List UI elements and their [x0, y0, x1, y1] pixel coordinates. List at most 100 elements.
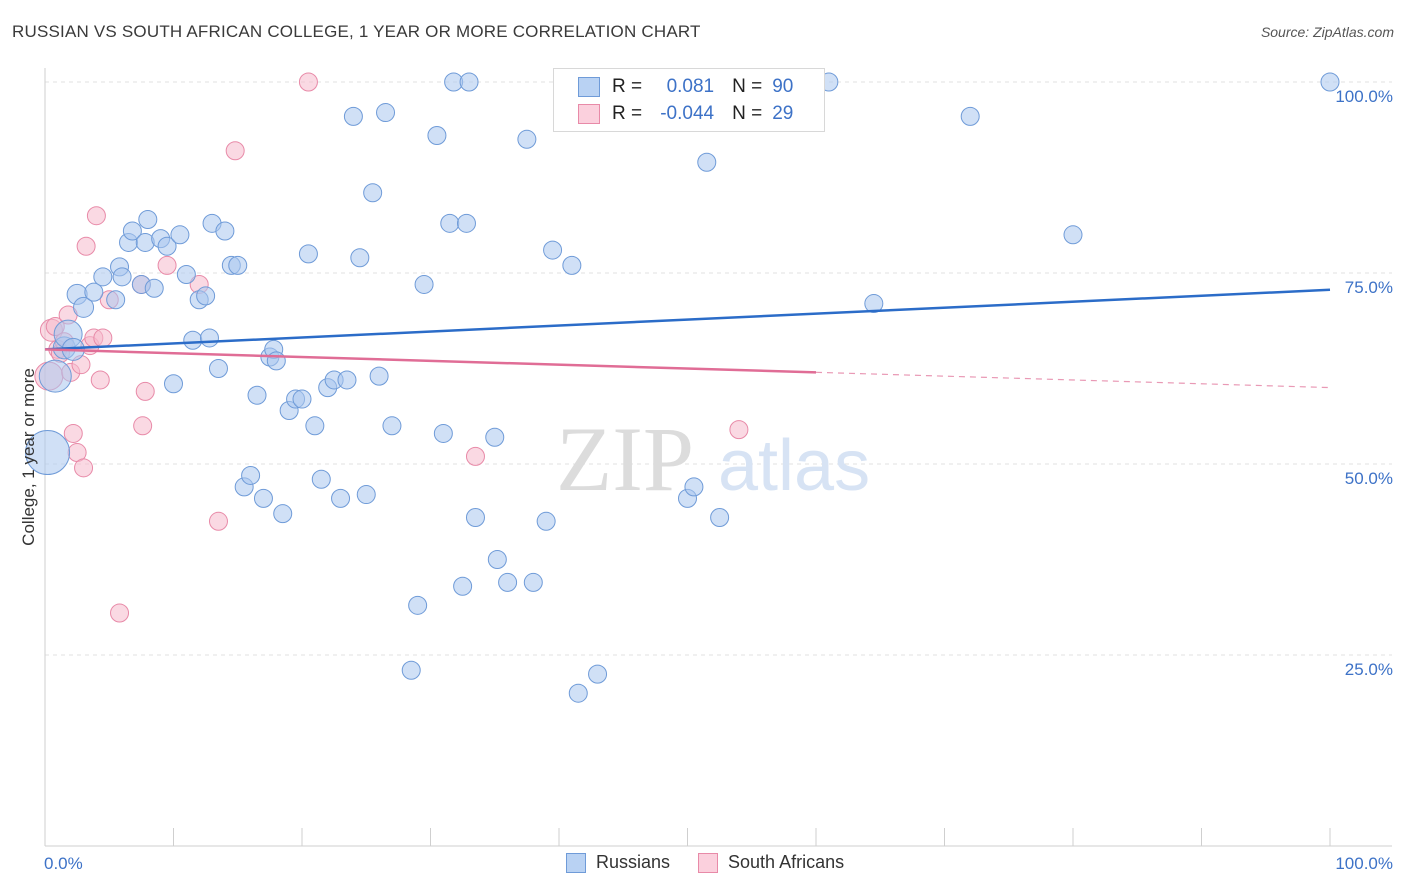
russians-point	[298, 244, 318, 264]
south-africans-point	[86, 206, 106, 226]
russians-point	[1320, 72, 1340, 92]
south-africans-trend-extension	[815, 371, 1331, 389]
russians-point	[215, 221, 235, 241]
russians-point	[453, 576, 473, 596]
russians-point	[93, 267, 113, 287]
watermark-atlas: atlas	[718, 426, 870, 506]
russians-points	[25, 72, 1340, 703]
y-tick-label: 100.0%	[1335, 87, 1393, 106]
gridlines	[45, 81, 1392, 656]
legend-r-value: 0.081	[666, 76, 715, 97]
russians-point	[459, 72, 479, 92]
legend-row-russians: R = 0.081 N = 90	[578, 75, 793, 99]
russians-point	[465, 507, 485, 527]
x-tick-label: 0.0%	[44, 854, 83, 873]
russians-point	[960, 106, 980, 126]
russians-point	[568, 683, 588, 703]
chart-title: RUSSIAN VS SOUTH AFRICAN COLLEGE, 1 YEAR…	[12, 22, 701, 41]
south-africans-point	[90, 370, 110, 390]
legend-item-russians[interactable]: Russians	[566, 852, 670, 873]
tick-labels: 25.0% 50.0% 75.0% 100.0% 0.0% 100.0%	[44, 87, 1393, 873]
russians-point	[84, 282, 104, 302]
russians-point	[196, 286, 216, 306]
russians-point	[427, 125, 447, 145]
russians-point	[350, 248, 370, 268]
south-africans-point	[225, 141, 245, 161]
russians-point	[241, 465, 261, 485]
correlation-legend: R = 0.081 N = 90 R = -0.044 N = 29	[553, 68, 825, 132]
south-africans-swatch	[578, 104, 600, 124]
russians-legend-label: Russians	[596, 852, 671, 872]
series-legend: Russians South Africans	[566, 852, 872, 873]
russians-point	[73, 296, 95, 318]
legend-n-label: N =	[732, 76, 763, 97]
russians-point	[697, 152, 717, 172]
russians-point	[247, 385, 267, 405]
russians-point	[382, 416, 402, 436]
trend-lines	[44, 288, 1331, 389]
russians-point	[25, 430, 71, 476]
russians-point	[273, 504, 293, 524]
y-tick-label: 25.0%	[1345, 660, 1393, 679]
russians-point	[164, 374, 183, 394]
russians-point	[684, 477, 704, 497]
south-africans-point	[729, 420, 749, 440]
russians-point	[485, 427, 505, 447]
russians-point	[311, 469, 331, 489]
y-tick-label: 75.0%	[1345, 278, 1393, 297]
south-africans-point	[157, 255, 177, 275]
russians-point	[414, 274, 434, 294]
legend-n-value: 29	[772, 103, 794, 124]
russians-point	[433, 423, 453, 443]
y-tick-label: 50.0%	[1345, 469, 1393, 488]
russians-point	[199, 328, 219, 348]
russians-swatch	[578, 77, 600, 97]
legend-row-south-africans: R = -0.044 N = 29	[578, 102, 793, 126]
russians-point	[228, 255, 248, 275]
russians-point	[208, 359, 228, 378]
russians-point	[440, 213, 460, 233]
legend-r-label: R =	[612, 76, 643, 97]
russians-point	[331, 488, 351, 508]
legend-n-value: 90	[772, 76, 794, 97]
russians-point	[122, 221, 142, 241]
russians-point	[487, 550, 507, 569]
south-africans-legend-label: South Africans	[728, 852, 845, 872]
russians-point	[292, 389, 312, 409]
russians-point	[305, 416, 325, 436]
legend-r-label: R =	[612, 103, 643, 124]
russians-point	[517, 129, 537, 149]
russians-point	[356, 485, 376, 505]
russians-point	[456, 213, 476, 233]
russians-point	[253, 488, 273, 508]
legend-n-label: N =	[732, 103, 763, 124]
russians-point	[106, 290, 126, 310]
source-label: Source: ZipAtlas.com	[1260, 24, 1394, 40]
south-africans-points	[34, 72, 749, 623]
south-africans-point	[76, 236, 96, 256]
russians-point	[138, 210, 158, 230]
russians-point	[523, 572, 543, 592]
russians-point	[401, 660, 421, 680]
south-africans-point	[208, 511, 228, 531]
south-africans-point	[465, 446, 485, 466]
russians-point	[1063, 225, 1083, 245]
russians-point	[498, 572, 518, 592]
russians-point	[337, 370, 357, 390]
russians-point	[170, 225, 190, 245]
russians-point	[536, 511, 556, 531]
south-africans-point	[63, 423, 83, 443]
legend-r-value: -0.044	[660, 103, 715, 124]
russians-legend-swatch	[566, 852, 586, 873]
russians-point	[543, 240, 563, 260]
watermark-zip: ZIP	[556, 408, 694, 510]
legend-item-south-africans[interactable]: South Africans	[698, 852, 844, 873]
south-africans-point	[135, 381, 155, 401]
south-africans-point	[93, 328, 113, 348]
russians-point	[343, 106, 363, 126]
russians-point	[864, 294, 884, 314]
russians-point	[183, 330, 203, 350]
south-africans-legend-swatch	[698, 852, 719, 873]
south-africans-point	[133, 416, 153, 436]
